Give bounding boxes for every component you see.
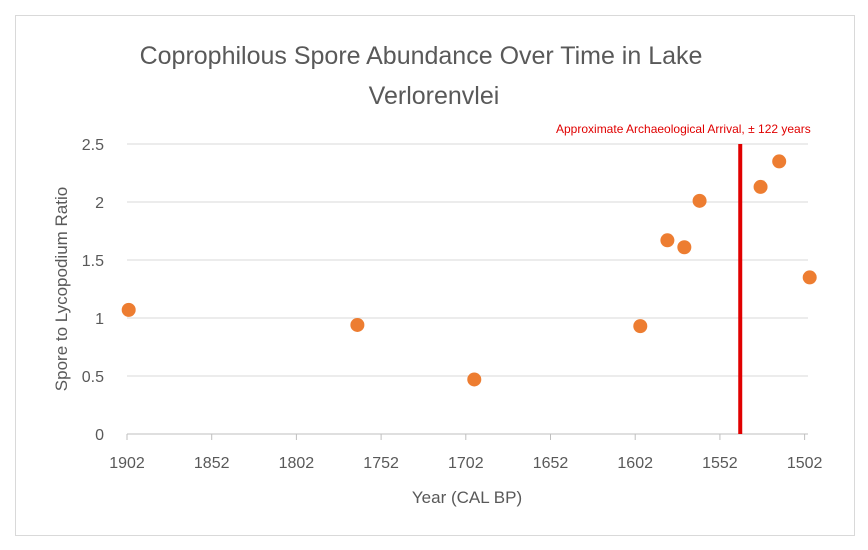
x-tick-label: 1852 <box>194 455 230 472</box>
y-tick-label: 0.5 <box>82 369 104 386</box>
gridlines <box>126 143 808 440</box>
y-tick-label: 0 <box>95 427 104 444</box>
x-tick-label: 1652 <box>533 455 569 472</box>
y-tick-label: 2 <box>95 195 104 212</box>
x-tick-label: 1702 <box>448 455 484 472</box>
chart-title-line-1: Coprophilous Spore Abundance Over Time i… <box>140 42 703 70</box>
x-tick-label: 1552 <box>702 455 738 472</box>
y-tick-label: 1 <box>95 311 104 328</box>
x-tick-label: 1902 <box>109 455 145 472</box>
chart-title-line-2: Verlorenvlei <box>369 82 500 110</box>
y-tick-label: 1.5 <box>82 253 104 270</box>
y-tick-labels: 0 0.5 1 1.5 2 2.5 <box>82 137 104 444</box>
x-tick-labels: 1902 1852 1802 1752 1702 1652 1602 1552 1502 <box>109 455 822 472</box>
data-point <box>121 302 136 317</box>
data-point <box>677 240 692 255</box>
x-tick-label: 1502 <box>787 455 823 472</box>
data-point <box>772 154 787 169</box>
reference-line-label: Approximate Archaeological Arrival, ± 12… <box>556 122 811 136</box>
x-tick-label: 1802 <box>279 455 315 472</box>
x-tick-label: 1602 <box>617 455 653 472</box>
data-point <box>753 179 768 194</box>
x-axis-label: Year (CAL BP) <box>412 488 522 507</box>
data-point <box>467 372 482 387</box>
y-tick-label: 2.5 <box>82 137 104 154</box>
data-point <box>802 270 817 285</box>
data-points <box>121 154 817 387</box>
reference-line-group: Approximate Archaeological Arrival, ± 12… <box>556 122 811 434</box>
y-axis-label: Spore to Lycopodium Ratio <box>52 187 71 391</box>
data-point <box>350 317 365 332</box>
data-point <box>660 233 675 248</box>
data-point <box>633 319 648 334</box>
data-point <box>692 193 707 208</box>
x-tick-label: 1752 <box>363 455 399 472</box>
chart-frame <box>15 15 855 536</box>
